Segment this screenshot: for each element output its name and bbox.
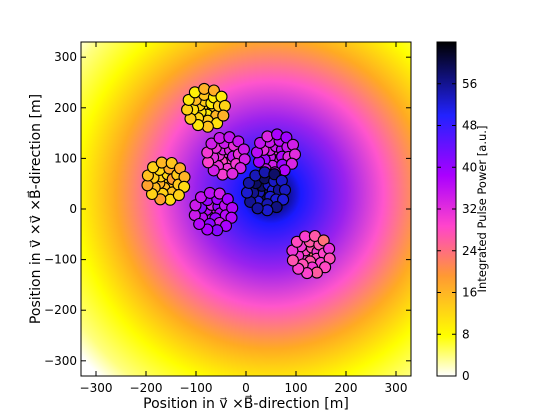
station-point (205, 137, 218, 150)
station-point (261, 130, 274, 143)
station-point (172, 189, 185, 202)
x-tick-label: −100 (180, 381, 213, 395)
y-axis-label: Position in v⃗ ×v⃗ ×B⃗-direction [m] (26, 94, 44, 324)
x-tick-label: 100 (285, 381, 308, 395)
y-tick-label: −100 (44, 253, 77, 267)
colorbar-label: Integrated Pulse Power [a.u.] (475, 126, 489, 293)
x-tick-label: −200 (130, 381, 163, 395)
colorbar-tick-label: 24 (462, 244, 477, 258)
station-point (317, 234, 330, 247)
station-point (201, 120, 214, 133)
footprint-field (81, 42, 411, 376)
colorbar-tick-label: 0 (462, 369, 470, 383)
station-point (292, 262, 305, 275)
station-point (286, 254, 299, 267)
station-point (237, 143, 250, 156)
station-cluster (250, 128, 302, 179)
stations-layer (141, 82, 336, 280)
x-axis: −300 −200 −100 0 100 200 300 (80, 42, 408, 395)
colorbar-ticks: 0 8 16 24 32 40 48 56 (437, 77, 477, 383)
station-point (181, 103, 194, 116)
station-point (261, 204, 274, 217)
colorbar: 0 8 16 24 32 40 48 56 Integrated Pulse Power [a… (436, 41, 489, 383)
y-tick-label: −300 (44, 354, 77, 368)
station-point (234, 162, 247, 175)
x-axis-label: Position in v⃗ ×B⃗-direction [m] (143, 394, 349, 412)
colorbar-tick-label: 56 (462, 77, 477, 91)
station-cluster (240, 166, 292, 217)
station-point (225, 211, 238, 224)
colorbar-tick-label: 16 (462, 286, 477, 300)
station-point (198, 82, 211, 95)
station-point (251, 202, 264, 215)
colorbar-tick-label: 40 (462, 160, 477, 174)
y-axis: −300 −200 −100 0 100 200 300 (44, 50, 411, 368)
station-point (277, 193, 290, 206)
x-tick-label: 0 (242, 381, 250, 395)
colorbar-tick-label: 48 (462, 119, 477, 133)
station-point (226, 167, 239, 180)
colorbar-tick-label: 8 (462, 327, 470, 341)
colorbar-gradient (437, 42, 456, 376)
plot-area (81, 42, 411, 376)
station-cluster (201, 131, 251, 181)
y-tick-label: 200 (54, 101, 77, 115)
station-point (218, 99, 231, 112)
y-tick-label: 300 (54, 50, 77, 64)
x-tick-label: −300 (80, 381, 113, 395)
station-cluster (188, 186, 239, 237)
station-point (278, 164, 291, 177)
station-cluster (141, 156, 191, 206)
station-point (155, 156, 168, 169)
station-cluster (181, 82, 231, 133)
station-point (258, 166, 271, 179)
station-point (207, 164, 220, 177)
x-tick-label: 200 (335, 381, 358, 395)
y-tick-label: −200 (44, 303, 77, 317)
station-point (240, 186, 254, 199)
y-tick-label: 0 (69, 202, 77, 216)
station-cluster (286, 229, 336, 280)
x-tick-label: 300 (385, 381, 408, 395)
y-tick-label: 100 (54, 151, 77, 165)
colorbar-tick-label: 32 (462, 202, 477, 216)
station-point (217, 109, 230, 122)
station-point (193, 217, 206, 231)
station-point (278, 183, 292, 197)
